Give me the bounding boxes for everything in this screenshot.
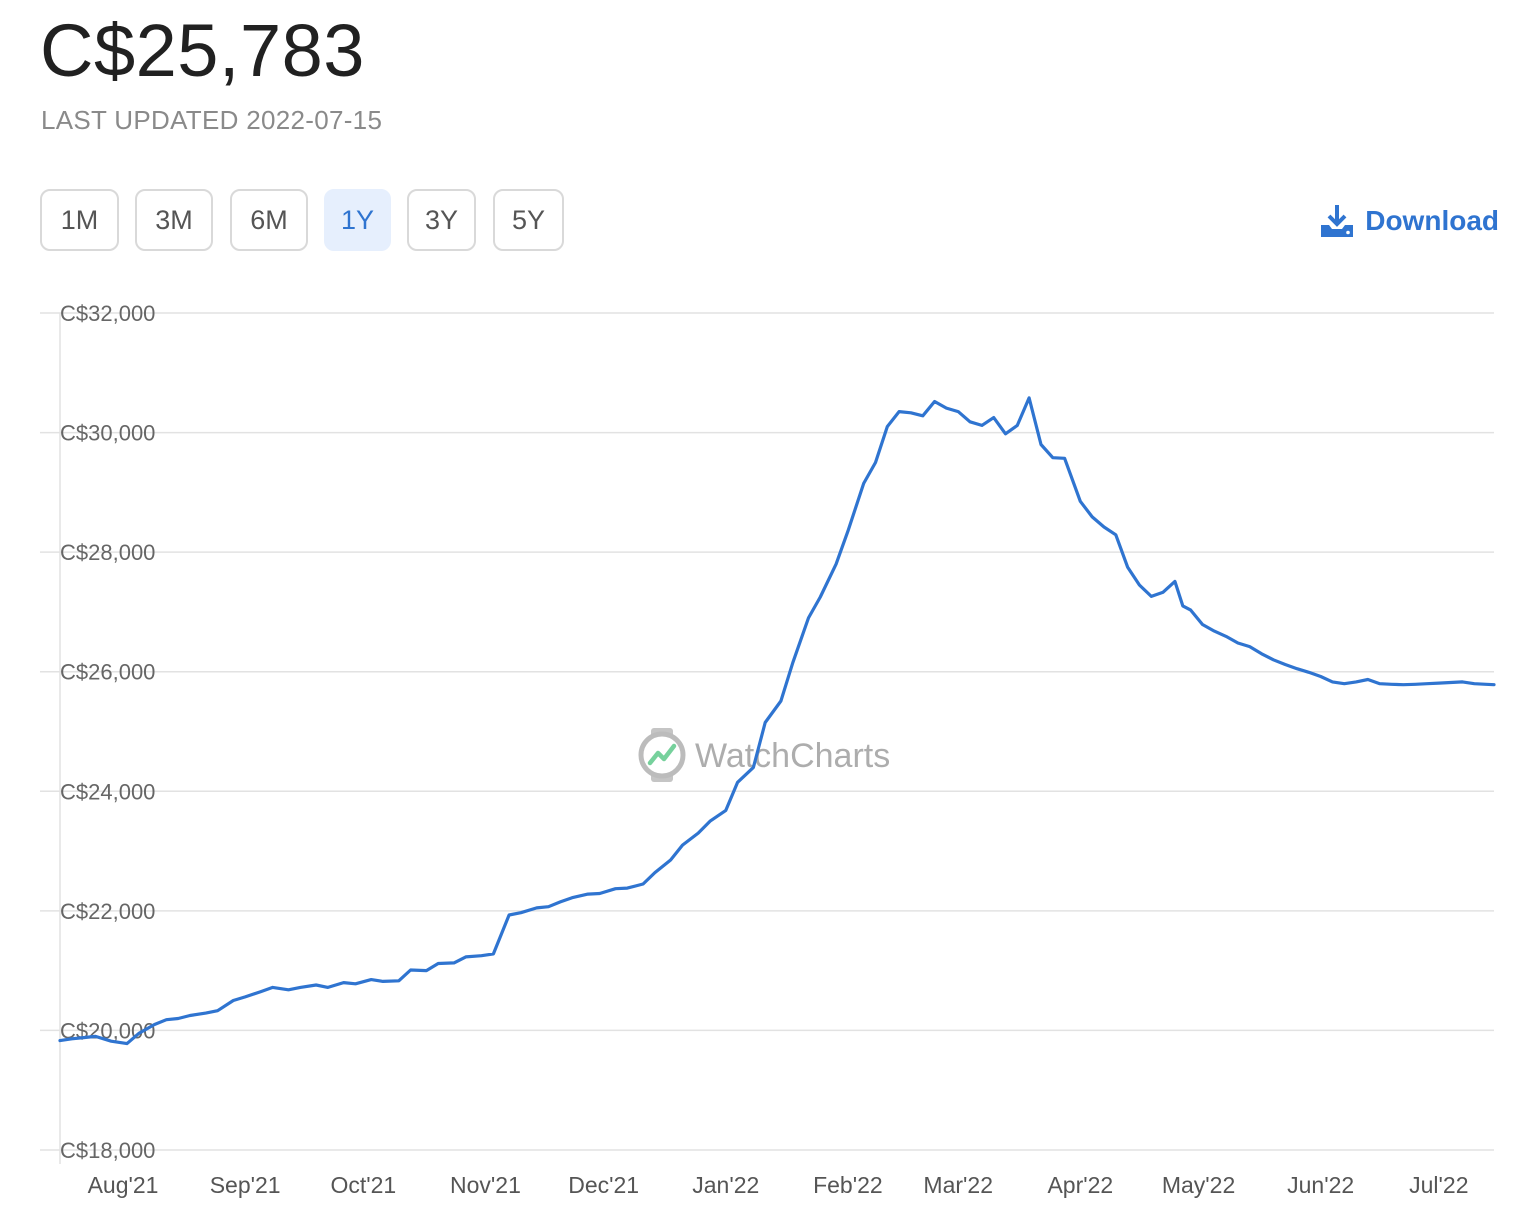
y-tick-label: C$26,000 bbox=[60, 660, 155, 685]
range-button-5y[interactable]: 5Y bbox=[493, 189, 564, 251]
x-tick-label: Oct'21 bbox=[330, 1172, 396, 1198]
y-tick-label: C$28,000 bbox=[60, 540, 155, 565]
range-button-3y[interactable]: 3Y bbox=[407, 189, 476, 251]
current-price: C$25,783 bbox=[40, 9, 365, 92]
download-label: Download bbox=[1365, 205, 1499, 236]
x-tick-label: Mar'22 bbox=[923, 1172, 993, 1198]
y-tick-label: C$30,000 bbox=[60, 421, 155, 446]
x-tick-label: Sep'21 bbox=[210, 1172, 281, 1198]
watermark-text: WatchCharts bbox=[695, 737, 890, 775]
x-tick-label: Jun'22 bbox=[1287, 1172, 1354, 1198]
x-tick-label: Aug'21 bbox=[88, 1172, 159, 1198]
y-axis-labels: C$32,000 C$30,000 C$28,000 C$26,000 C$24,000… bbox=[60, 301, 155, 1163]
x-tick-label: Apr'22 bbox=[1047, 1172, 1113, 1198]
x-tick-label: Feb'22 bbox=[813, 1172, 883, 1198]
download-icon bbox=[1319, 203, 1355, 239]
range-button-6m[interactable]: 6M bbox=[230, 189, 308, 251]
x-tick-label: Jul'22 bbox=[1409, 1172, 1468, 1198]
y-tick-label: C$18,000 bbox=[60, 1138, 155, 1163]
watermark: WatchCharts bbox=[638, 728, 890, 782]
y-tick-label: C$24,000 bbox=[60, 779, 155, 804]
y-tick-label: C$22,000 bbox=[60, 899, 155, 924]
x-tick-label: Nov'21 bbox=[450, 1172, 521, 1198]
price-series-line bbox=[58, 396, 1496, 1046]
y-tick-label: C$32,000 bbox=[60, 301, 155, 326]
grid-lines bbox=[40, 312, 1494, 1164]
watch-logo-icon bbox=[638, 728, 686, 782]
x-axis-labels: Aug'21 Sep'21 Oct'21 Nov'21 Dec'21 Jan'22 Feb'… bbox=[88, 1172, 1469, 1198]
last-updated: LAST UPDATED 2022-07-15 bbox=[41, 105, 383, 135]
x-tick-label: Dec'21 bbox=[568, 1172, 639, 1198]
download-button[interactable]: Download bbox=[1319, 201, 1499, 241]
range-button-1m[interactable]: 1M bbox=[40, 189, 119, 251]
x-tick-label: May'22 bbox=[1162, 1172, 1235, 1198]
x-tick-label: Jan'22 bbox=[692, 1172, 759, 1198]
range-button-1y[interactable]: 1Y bbox=[324, 189, 391, 251]
range-button-3m[interactable]: 3M bbox=[135, 189, 213, 251]
